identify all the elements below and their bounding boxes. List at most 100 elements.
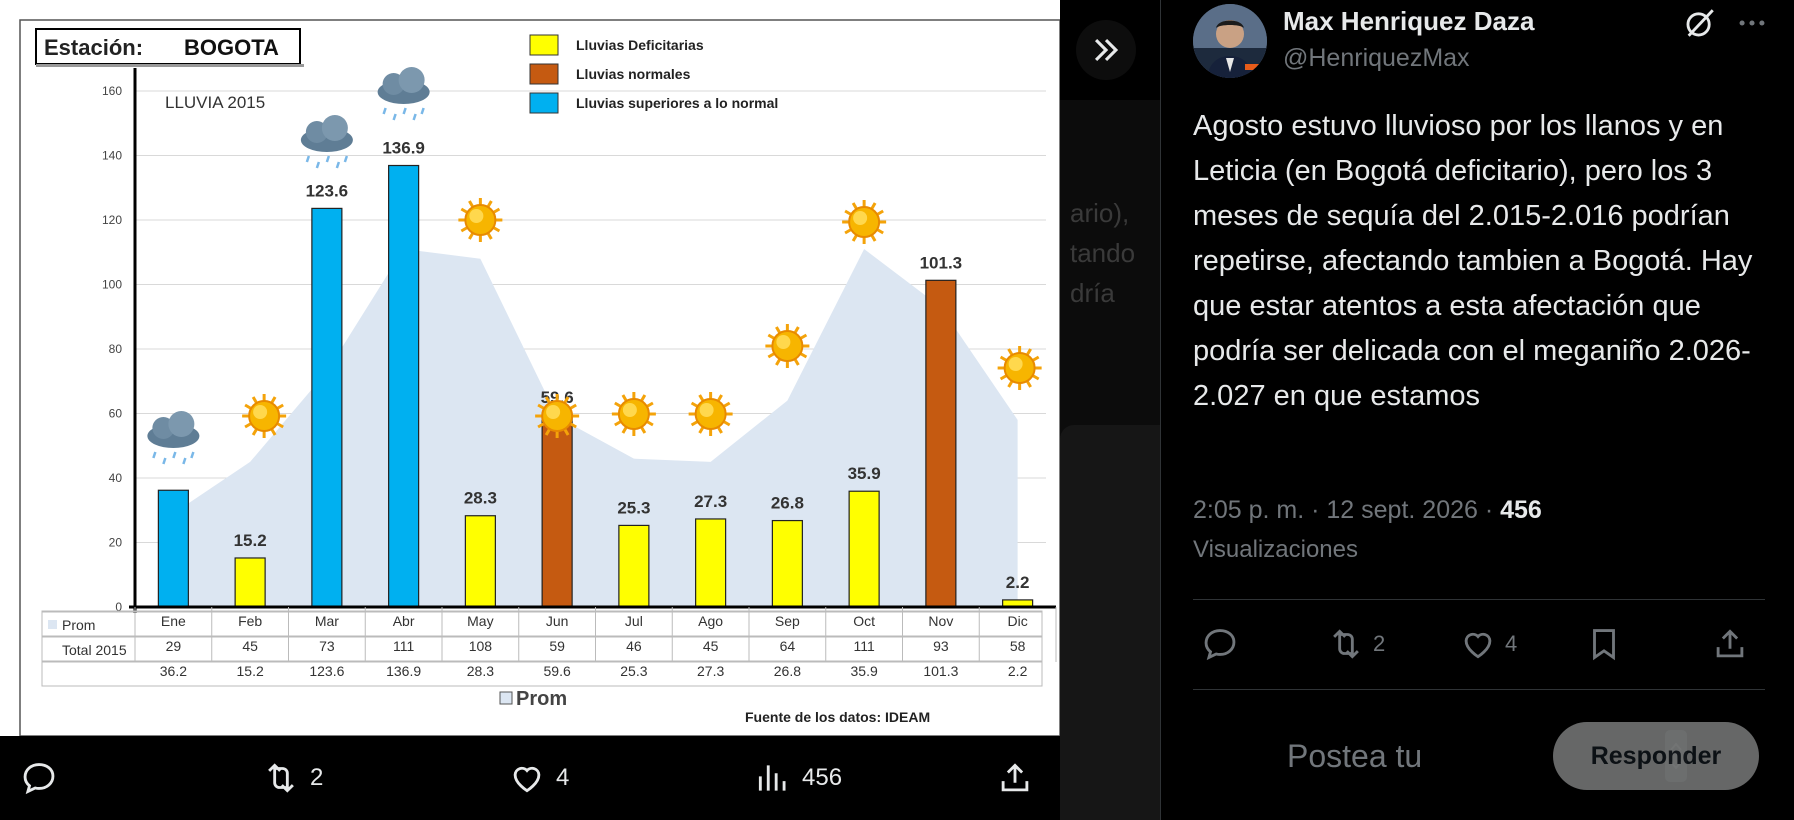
table-cell-total: 25.3 xyxy=(620,663,647,679)
rain-cloud-icon xyxy=(147,411,200,465)
share-button[interactable] xyxy=(1711,622,1749,666)
reply-input[interactable]: Postea tu xyxy=(1287,738,1423,774)
y-tick-label: 120 xyxy=(102,213,122,227)
legend-label: Lluvias superiores a lo normal xyxy=(576,95,778,111)
chart-source: Fuente de los datos: IDEAM xyxy=(745,709,930,725)
data-label: 26.8 xyxy=(771,494,804,513)
table-cell-prom: 59 xyxy=(549,638,565,654)
reply-button[interactable] xyxy=(1201,622,1239,666)
tweet-metadata: 2:05 p. m. · 12 sept. 2026 · 456 xyxy=(1193,496,1542,525)
data-label: 35.9 xyxy=(848,464,881,483)
display-name[interactable]: Max Henriquez Daza xyxy=(1283,6,1535,36)
prom-legend-label: Prom xyxy=(516,688,567,710)
station-title-box xyxy=(35,28,301,65)
viewer-like-button[interactable]: 4 xyxy=(508,758,569,798)
table-cell-prom: 111 xyxy=(393,638,414,654)
viewer-repost-count: 2 xyxy=(310,764,324,791)
bar-mar xyxy=(311,207,343,608)
data-label: 101.3 xyxy=(920,253,963,272)
table-cell-total: 36.2 xyxy=(160,663,187,679)
table-cell-total: 136.9 xyxy=(386,663,421,679)
sun-icon xyxy=(765,324,810,368)
table-cell-prom: 93 xyxy=(933,638,949,654)
x-tick-label: Feb xyxy=(238,613,262,629)
viewer-action-bar: 2 4 456 xyxy=(0,736,1060,820)
station-title-shadow xyxy=(36,64,304,67)
tweet-detail-panel: Max Henriquez Daza @HenriquezMax Agosto … xyxy=(1160,0,1794,820)
like-icon xyxy=(1464,632,1492,659)
prom-swatch xyxy=(48,620,57,629)
legend-swatch xyxy=(529,34,559,56)
sun-icon xyxy=(997,346,1042,390)
x-tick-label: Dic xyxy=(1008,613,1028,629)
tweet-image[interactable]: 0 20 40 60 80 100 120 140 160 15.2 123.6 136.9 28.3 5… xyxy=(0,0,1060,736)
bookmark-icon xyxy=(1593,629,1615,661)
divider xyxy=(1193,599,1765,600)
views-label: Visualizaciones xyxy=(1193,536,1358,563)
bar-may xyxy=(464,515,496,608)
viewer-repost-button[interactable]: 2 xyxy=(262,758,323,798)
like-button[interactable]: 4 xyxy=(1459,622,1517,666)
table-cell-prom: 58 xyxy=(1010,638,1026,654)
viewer-views-button[interactable]: 456 xyxy=(754,758,842,798)
y-tick-label: 20 xyxy=(109,536,123,550)
sun-icon xyxy=(842,200,887,244)
data-label: 2.2 xyxy=(1006,573,1030,592)
bookmark-button[interactable] xyxy=(1585,622,1623,666)
like-count: 4 xyxy=(1505,631,1518,656)
data-label: 123.6 xyxy=(306,181,349,200)
x-tick-label: Nov xyxy=(928,613,953,629)
grok-icon[interactable] xyxy=(1683,6,1717,40)
legend-swatch xyxy=(529,63,559,85)
table-cell-total: 26.8 xyxy=(774,663,801,679)
table-cell-total: 35.9 xyxy=(851,663,878,679)
avatar[interactable] xyxy=(1193,4,1267,78)
bar-oct xyxy=(848,490,880,608)
y-tick-label: 40 xyxy=(109,471,123,485)
x-tick-label: Jun xyxy=(546,613,569,629)
x-tick-label: Mar xyxy=(315,613,339,629)
table-cell-prom: 73 xyxy=(319,638,335,654)
viewer-reply-button[interactable] xyxy=(20,758,58,798)
viewer-share-button[interactable] xyxy=(996,758,1034,798)
tweet-timestamp[interactable]: 2:05 p. m. · 12 sept. 2026 · xyxy=(1193,496,1501,524)
y-tick-label: 100 xyxy=(102,278,122,292)
data-label: 136.9 xyxy=(382,138,425,157)
table-cell-prom: 64 xyxy=(780,638,796,654)
table-cell-total: 59.6 xyxy=(544,663,571,679)
x-tick-label: Ene xyxy=(161,613,186,629)
rain-cloud-icon xyxy=(300,115,353,169)
sun-icon xyxy=(458,198,503,242)
background-card-ghost xyxy=(1060,425,1160,820)
reply-icon xyxy=(23,763,55,795)
profile-photo-icon xyxy=(1193,4,1267,78)
bar-feb xyxy=(234,557,266,608)
share-icon xyxy=(1001,763,1029,792)
share-icon xyxy=(1716,629,1744,658)
y-tick-label: 60 xyxy=(109,407,123,421)
station-name: BOGOTA xyxy=(184,35,279,60)
y-tick-label: 0 xyxy=(115,600,122,614)
bar-ago xyxy=(695,518,727,608)
more-options-icon[interactable] xyxy=(1735,6,1769,40)
views-count: 456 xyxy=(1500,496,1542,524)
sun-icon xyxy=(242,394,287,438)
repost-button[interactable]: 2 xyxy=(1327,622,1385,666)
viewer-views-count: 456 xyxy=(802,764,843,791)
table-cell-total: 123.6 xyxy=(309,663,344,679)
user-handle[interactable]: @HenriquezMax xyxy=(1283,44,1470,72)
x-tick-label: Jul xyxy=(625,613,643,629)
bar-jul xyxy=(618,524,650,608)
data-label: 25.3 xyxy=(617,498,650,517)
tweet-text: Agosto estuvo lluvioso por los llanos y … xyxy=(1193,110,1753,412)
y-tick-label: 80 xyxy=(109,342,123,356)
bar-sep xyxy=(771,519,803,608)
prom-legend-swatch xyxy=(499,691,513,705)
expand-panel-button[interactable] xyxy=(1076,20,1136,80)
divider xyxy=(1193,689,1765,690)
data-label: 15.2 xyxy=(234,531,267,550)
reply-submit-button[interactable]: Responder xyxy=(1553,722,1759,790)
y-tick-label: 140 xyxy=(102,149,122,163)
bar-abr xyxy=(388,164,420,608)
x-tick-label: Ago xyxy=(698,613,723,629)
